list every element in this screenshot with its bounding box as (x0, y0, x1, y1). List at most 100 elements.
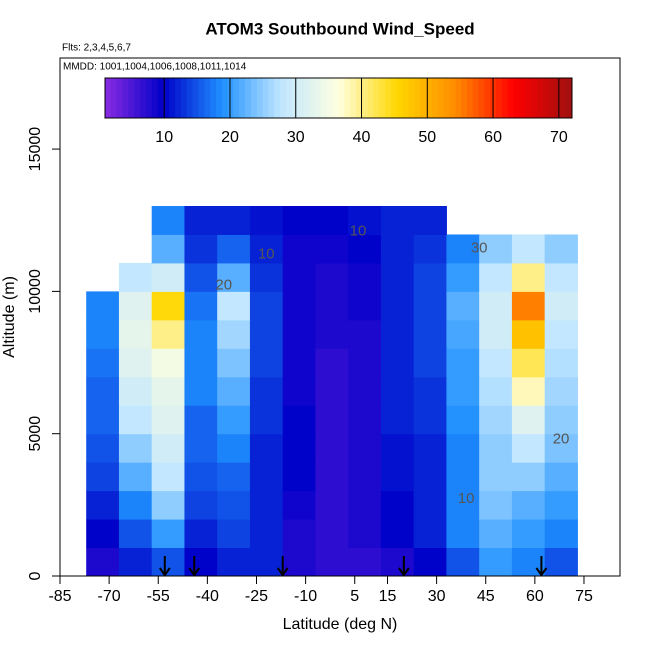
heatmap-cell (282, 262, 316, 292)
heatmap-cell (380, 319, 415, 349)
heatmap-cell (544, 547, 578, 577)
heatmap-cell (184, 490, 218, 520)
heatmap-cell (315, 462, 349, 492)
heatmap-cell (86, 490, 120, 520)
heatmap-cell (413, 519, 447, 549)
heatmap-cell (511, 376, 546, 406)
heatmap-cell (446, 291, 480, 321)
heatmap-cell (348, 490, 382, 520)
heatmap-cell (118, 462, 153, 492)
colorbar-segment (373, 78, 380, 118)
heatmap-cell (315, 433, 349, 463)
heatmap-cell (315, 319, 349, 349)
heatmap-cell (446, 234, 480, 264)
heatmap-cell (348, 519, 382, 549)
colorbar-segment (519, 78, 526, 118)
heatmap-cell (249, 376, 284, 406)
heatmap-cell (282, 319, 316, 349)
colorbar-segment (315, 78, 322, 118)
colorbar-tick-label: 60 (484, 129, 502, 146)
heatmap-cell (413, 490, 447, 520)
contour-label: 30 (471, 240, 488, 257)
colorbar-segment (110, 78, 118, 118)
heatmap-cell (413, 206, 447, 235)
x-tick-label: -40 (196, 588, 219, 605)
flight-marker-head (398, 567, 410, 577)
colorbar-segment (198, 78, 205, 118)
heatmap-cell (511, 433, 546, 463)
heatmap-cell (118, 319, 153, 349)
heatmap-cell (380, 405, 415, 435)
colorbar-segment (256, 78, 264, 118)
heatmap-cell (413, 433, 447, 463)
heatmap-cell (282, 234, 316, 264)
heatmap-cell (282, 291, 316, 321)
colorbar-segment (379, 78, 386, 118)
heatmap-cell (479, 319, 513, 349)
heatmap-cell (282, 490, 316, 520)
heatmap-cell (184, 462, 218, 492)
colorbar-segment (560, 78, 567, 118)
contour-label: 20 (215, 277, 232, 294)
colorbar-segment (297, 78, 304, 118)
heatmap-cell (118, 348, 153, 378)
heatmap-cell (184, 519, 218, 549)
heatmap-cell (446, 490, 480, 520)
colorbar-segment (449, 78, 456, 118)
heatmap-cell (86, 348, 120, 378)
colorbar-segment (501, 78, 509, 118)
colorbar-segment (402, 78, 410, 118)
heatmap-cell (151, 433, 185, 463)
heatmap-cell (86, 319, 120, 349)
colorbar-segment (140, 78, 147, 118)
heatmap-cell (118, 433, 153, 463)
colorbar-segment (326, 78, 334, 118)
heatmap-cell (413, 348, 447, 378)
heatmap-cell (249, 405, 284, 435)
colorbar-segment (496, 78, 503, 118)
colorbar-segment (250, 78, 258, 118)
colorbar-segment (175, 78, 182, 118)
colorbar-segment (426, 78, 433, 118)
flight-marker-head (276, 567, 289, 577)
colorbar-tick-label: 20 (221, 129, 239, 146)
colorbar-segment (163, 78, 170, 118)
heatmap-cell (479, 433, 513, 463)
x-tick-label: 15 (379, 588, 397, 605)
heatmap-cell (446, 319, 480, 349)
heatmap-cell (479, 547, 513, 577)
colorbar-segment (478, 78, 485, 118)
heatmap-cell (511, 348, 546, 378)
heatmap-cell (151, 490, 185, 520)
heatmap-cell (479, 462, 513, 492)
heatmap-cell (348, 462, 382, 492)
colorbar-tick-label: 50 (418, 129, 436, 146)
heatmap-cell (348, 234, 382, 264)
heatmap-cell (249, 433, 284, 463)
y-axis-label: Altitude (m) (1, 276, 18, 358)
heatmap-cell (217, 519, 251, 549)
heatmap-cell (413, 376, 447, 406)
heatmap-cell (249, 348, 284, 378)
heatmap-cell (249, 234, 284, 264)
heatmap-cell (479, 262, 513, 292)
heatmap-cell (380, 348, 415, 378)
heatmap-cell (282, 206, 316, 235)
colorbar-segment (513, 78, 520, 118)
heatmap-cell (217, 348, 251, 378)
heatmap-cell (380, 462, 415, 492)
heatmap-cell (380, 433, 415, 463)
colorbar-segment (122, 78, 129, 118)
x-tick-label: -25 (245, 588, 268, 605)
colorbar-segment (396, 78, 404, 118)
heatmap-cell (151, 405, 185, 435)
colorbar-segment (134, 78, 141, 118)
heatmap-cell (118, 405, 153, 435)
x-tick-label: -70 (98, 588, 121, 605)
heatmap-cell (544, 405, 578, 435)
colorbar-segment (391, 78, 398, 118)
heatmap-cell (479, 234, 513, 264)
colorbar-segment (566, 78, 573, 118)
colorbar-segment (227, 78, 234, 118)
heatmap-cell (118, 519, 153, 549)
